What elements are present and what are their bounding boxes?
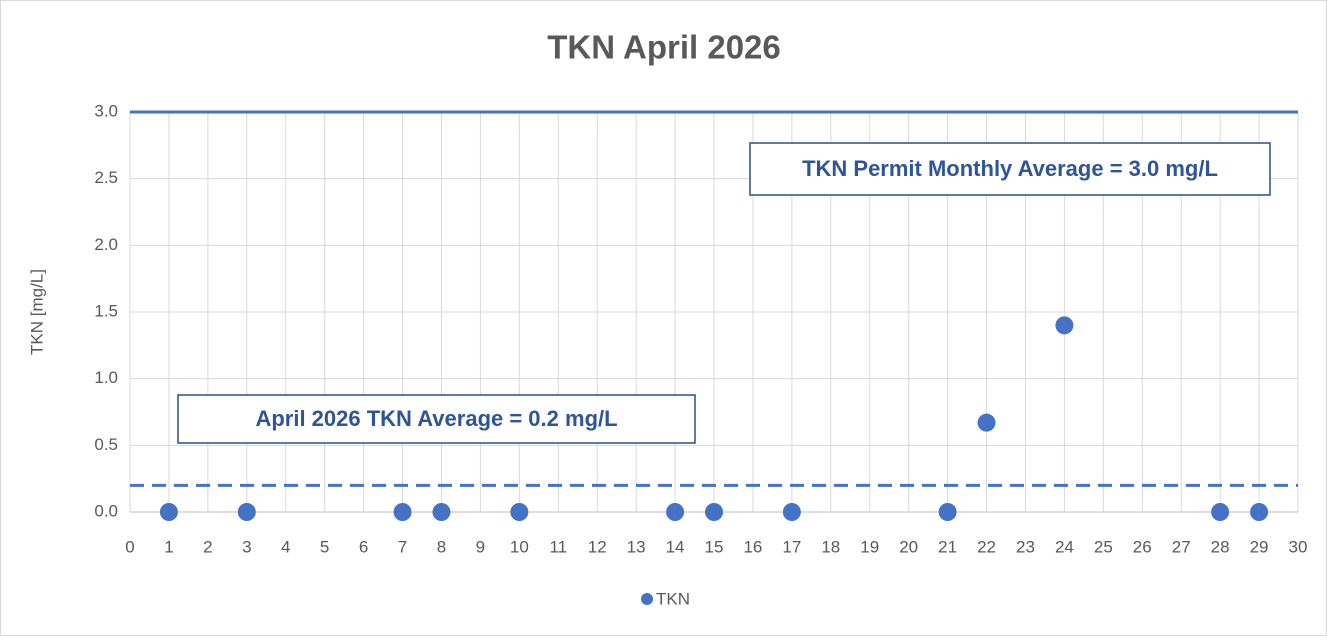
x-tick-label: 9 [476, 537, 485, 556]
x-tick-label: 27 [1172, 537, 1191, 556]
x-tick-label: 28 [1211, 537, 1230, 556]
x-tick-label: 0 [125, 537, 134, 556]
x-tick-label: 3 [242, 537, 251, 556]
legend-marker [641, 593, 653, 605]
x-tick-label: 24 [1055, 537, 1074, 556]
x-tick-label: 11 [549, 537, 567, 556]
x-tick-label: 21 [938, 537, 957, 556]
x-tick-label: 25 [1094, 537, 1113, 556]
annotation: April 2026 TKN Average = 0.2 mg/L [255, 406, 617, 431]
x-tick-label: 10 [510, 537, 529, 556]
x-tick-label: 23 [1016, 537, 1035, 556]
x-tick-label: 12 [588, 537, 607, 556]
y-tick-label: 2.5 [94, 168, 118, 187]
x-tick-label: 6 [359, 537, 368, 556]
x-tick-label: 19 [860, 537, 879, 556]
x-tick-label: 30 [1289, 537, 1308, 556]
data-point [938, 503, 957, 521]
chart-title: TKN April 2026 [547, 29, 781, 66]
y-tick-label: 0.0 [94, 501, 118, 520]
data-point [977, 413, 996, 432]
x-tick-label: 5 [320, 537, 329, 556]
legend-label: TKN [656, 589, 690, 608]
x-tick-label: 14 [666, 537, 685, 556]
data-point [159, 503, 178, 521]
x-tick-label: 15 [705, 537, 724, 556]
x-tick-label: 1 [164, 537, 173, 556]
x-tick-label: 29 [1250, 537, 1269, 556]
x-tick-label: 7 [398, 537, 407, 556]
x-tick-label: 20 [899, 537, 918, 556]
data-point [1211, 503, 1230, 521]
y-tick-label: 1.5 [94, 301, 118, 320]
data-point [666, 503, 685, 521]
x-tick-label: 8 [437, 537, 446, 556]
x-tick-label: 16 [743, 537, 762, 556]
data-point [1055, 316, 1074, 335]
data-point [432, 503, 451, 521]
y-tick-label: 2.0 [94, 235, 118, 254]
data-point [1250, 503, 1269, 521]
x-tick-label: 13 [627, 537, 646, 556]
data-point [510, 503, 529, 521]
y-tick-label: 3.0 [94, 101, 118, 120]
x-tick-label: 22 [977, 537, 996, 556]
x-tick-label: 4 [281, 537, 290, 556]
x-tick-label: 17 [782, 537, 801, 556]
data-point [393, 503, 412, 521]
x-tick-label: 26 [1133, 537, 1152, 556]
annotation-box [177, 394, 696, 444]
x-tick-label: 2 [203, 537, 212, 556]
y-tick-label: 0.5 [94, 435, 118, 454]
data-point [237, 503, 256, 521]
annotation-box [749, 142, 1271, 196]
data-point [705, 503, 723, 521]
x-tick-label: 18 [821, 537, 840, 556]
annotation: TKN Permit Monthly Average = 3.0 mg/L [802, 156, 1218, 181]
y-axis-label: TKN [mg/L] [27, 269, 46, 355]
data-point [782, 503, 801, 521]
y-tick-label: 1.0 [94, 368, 118, 387]
